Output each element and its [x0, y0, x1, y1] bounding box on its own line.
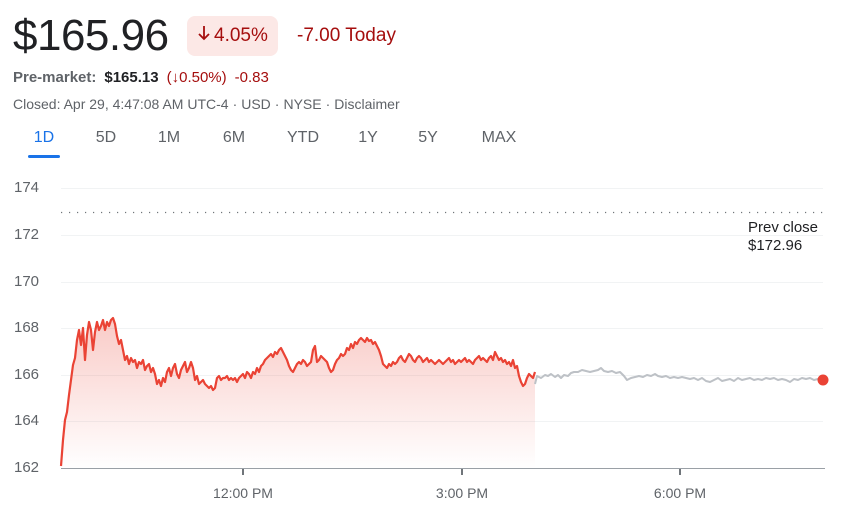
tab-1y[interactable]: 1Y	[358, 129, 378, 146]
prev-close-label: Prev close	[748, 219, 819, 236]
last-price-dot	[817, 374, 829, 386]
y-tick-label: 174	[14, 179, 40, 196]
x-axis-ticks	[242, 469, 681, 475]
gridlines	[61, 188, 823, 422]
tab-max[interactable]: MAX	[481, 129, 517, 146]
regular-session-line	[59, 316, 537, 467]
premarket-row: Pre-market: $165.13 (↓0.50%) -0.83	[13, 68, 269, 88]
x-tick-label: 6:00 PM	[653, 485, 707, 501]
y-tick-label: 162	[14, 459, 40, 476]
after-hours-line	[534, 367, 824, 385]
tab-6m[interactable]: 6M	[222, 129, 246, 146]
market-status: Closed: Apr 29, 4:47:08 AM UTC-4 · USD · NYS…	[13, 96, 400, 112]
premarket-price: $165.13	[104, 69, 159, 86]
disclaimer-link[interactable]: Disclaimer	[334, 96, 400, 112]
y-tick-label: 166	[14, 366, 40, 383]
change-percent-badge: 4.05%	[187, 16, 278, 56]
y-tick-label: 164	[14, 412, 40, 429]
prev-close-value: $172.96	[748, 237, 803, 254]
closed-timestamp: Closed: Apr 29, 4:47:08 AM UTC-4	[13, 96, 229, 112]
tab-5y[interactable]: 5Y	[418, 129, 438, 146]
regular-session-area	[61, 318, 535, 468]
prev-close-annotation: Prev close $172.96	[748, 219, 818, 255]
y-tick-label: 172	[14, 226, 40, 243]
premarket-change: -0.83	[234, 69, 269, 86]
y-tick-label: 170	[14, 273, 40, 290]
tab-1m[interactable]: 1M	[157, 129, 181, 146]
currency: USD	[241, 96, 271, 112]
exchange: NYSE	[283, 96, 322, 112]
current-price: $165.96	[13, 11, 169, 60]
y-tick-label: 168	[14, 319, 40, 336]
change-today: -7.00 Today	[297, 25, 396, 46]
x-tick-label: 12:00 PM	[213, 485, 273, 501]
x-tick-label: 3:00 PM	[435, 485, 489, 501]
arrow-down-icon	[197, 16, 211, 56]
tab-5d[interactable]: 5D	[95, 129, 117, 146]
range-tabs: 1D 5D 1M 6M YTD 1Y 5Y MAX	[20, 124, 542, 156]
change-percent: 4.05%	[214, 25, 268, 46]
premarket-label: Pre-market:	[13, 69, 97, 86]
tab-ytd[interactable]: YTD	[287, 129, 319, 146]
premarket-percent: (↓0.50%)	[166, 69, 227, 86]
tab-1d[interactable]: 1D	[20, 124, 68, 156]
